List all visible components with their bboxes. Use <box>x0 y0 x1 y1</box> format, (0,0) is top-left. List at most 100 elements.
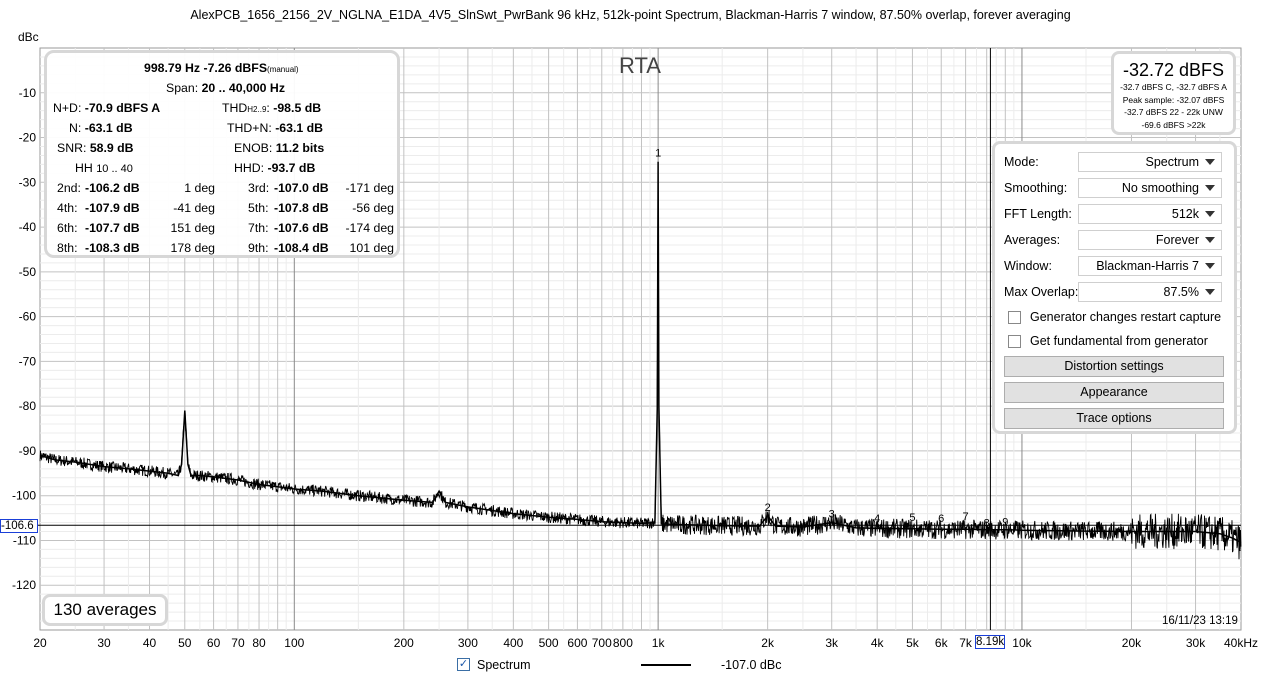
level-line-3: -32.7 dBFS 22 - 22k UNW <box>1124 107 1223 117</box>
restart-capture-checkbox[interactable] <box>1008 311 1021 324</box>
nd-readout: N+D: -70.9 dBFS A <box>53 101 161 115</box>
setting-label: FFT Length: <box>1004 207 1072 221</box>
appearance-button[interactable]: Appearance <box>1004 382 1224 403</box>
rta-label: RTA <box>619 53 661 78</box>
chevron-down-icon <box>1205 185 1215 191</box>
stats-panel[interactable]: 998.79 Hz -7.26 dBFS(manual) Span: 20 ..… <box>44 50 400 258</box>
restart-capture-label: Generator changes restart capture <box>1030 310 1222 324</box>
harmonic-marker-label: 8 <box>984 518 990 530</box>
spectrum-trace-noise <box>39 196 1242 560</box>
harmonic-level: -107.0 dB <box>274 181 329 195</box>
chart-title: AlexPCB_1656_2156_2V_NGLNA_E1DA_4V5_SlnS… <box>190 8 1071 22</box>
harmonic-phase: -56 deg <box>352 201 394 215</box>
harmonic-phase: 101 deg <box>349 241 394 255</box>
x-tick-label: 500 <box>539 636 559 650</box>
level-main: -32.72 dBFS <box>1122 60 1225 80</box>
x-tick-label: 400 <box>503 636 523 650</box>
timestamp: 16/11/23 13:19 <box>1162 615 1238 627</box>
spectrum-trace <box>39 161 1242 544</box>
x-tick-label: 200 <box>394 636 414 650</box>
x-tick-label: 20 <box>33 636 47 650</box>
harmonic-name: 4th: <box>57 201 78 215</box>
y-tick-label: -110 <box>13 533 36 547</box>
thd-readout: THDH2..9: -98.5 dB <box>222 101 322 115</box>
harmonic-name: 9th: <box>248 241 269 255</box>
legend-line-swatch <box>641 664 691 666</box>
harmonic-level: -107.9 dB <box>85 201 140 215</box>
setting-label: Window: <box>1004 259 1052 273</box>
y-tick-label: -70 <box>19 354 37 368</box>
trace-options-button[interactable]: Trace options <box>1004 408 1224 429</box>
y-tick-label: -30 <box>19 175 37 189</box>
level-line-1: -32.7 dBFS C, -32.7 dBFS A <box>1120 82 1227 92</box>
harmonic-marker-label: 6 <box>938 513 944 525</box>
setting-dropdown[interactable]: Forever <box>1078 230 1222 250</box>
harmonic-level: -108.4 dB <box>274 241 329 255</box>
x-tick-label: 700 <box>592 636 612 650</box>
cursor-y-readout: -106.6 <box>0 519 38 533</box>
setting-dropdown[interactable]: No smoothing <box>1078 178 1222 198</box>
enob-readout: ENOB: 11.2 bits <box>234 141 325 155</box>
harmonic-marker-label: 9 <box>1002 517 1008 529</box>
harmonic-level: -107.8 dB <box>274 201 329 215</box>
thdn-readout: THD+N: -63.1 dB <box>227 121 324 135</box>
level-line-4: -69.6 dBFS >22k <box>1141 119 1206 130</box>
setting-label: Averages: <box>1004 233 1061 247</box>
y-tick-label: -120 <box>12 578 36 592</box>
x-tick-labels: 20 30 40 50 60 70 80 100 200 300 400 500 600 700 800 1k… <box>33 636 1258 650</box>
y-tick-label: -90 <box>19 444 37 458</box>
fundamental-from-generator-label: Get fundamental from generator <box>1030 334 1208 348</box>
setting-dropdown[interactable]: Spectrum <box>1078 152 1222 172</box>
harmonic-level: -107.6 dB <box>274 221 329 235</box>
x-tick-label: 4k <box>871 636 885 650</box>
setting-dropdown[interactable]: 512k <box>1078 204 1222 224</box>
x-tick-label: 3k <box>825 636 839 650</box>
y-tick-label: -50 <box>19 265 37 279</box>
legend-series-value: -107.0 dBc <box>721 658 782 672</box>
harmonic-name: 5th: <box>248 201 269 215</box>
x-tick-label: 70 <box>231 636 245 650</box>
harmonic-markers: 1 2 3 4 5 6 7 8 9 <box>655 148 1008 530</box>
setting-value: 512k <box>1171 207 1199 221</box>
setting-label: Mode: <box>1004 155 1039 169</box>
x-tick-label: 80 <box>252 636 266 650</box>
x-tick-label: 10k <box>1012 636 1032 650</box>
setting-dropdown[interactable]: Blackman-Harris 7 <box>1078 256 1222 276</box>
level-line-2: Peak sample: -32.07 dBFS <box>1122 94 1225 105</box>
span-readout: Span: 20 .. 40,000 Hz <box>166 81 285 95</box>
fundamental-from-generator-checkbox[interactable] <box>1008 335 1021 348</box>
setting-dropdown[interactable]: 87.5% <box>1078 282 1222 302</box>
x-tick-label: 30k <box>1186 636 1206 650</box>
harmonic-phase: -41 deg <box>173 201 215 215</box>
harmonic-name: 7th: <box>248 221 269 235</box>
averages-count: 130 averages <box>42 594 168 626</box>
spectrum-trace-group <box>39 161 1242 560</box>
setting-value: No smoothing <box>1121 181 1199 195</box>
x-tick-label: 60 <box>207 636 221 650</box>
setting-value: Blackman-Harris 7 <box>1096 259 1199 273</box>
x-tick-label: 1k <box>652 636 666 650</box>
harmonic-phase: -174 deg <box>345 221 394 235</box>
harmonic-level: -108.3 dB <box>85 241 140 255</box>
y-tick-label: -60 <box>19 310 37 324</box>
level-readout-box: -32.72 dBFS -32.7 dBFS C, -32.7 dBFS A P… <box>1111 51 1236 135</box>
setting-value: 87.5% <box>1163 285 1199 299</box>
harmonic-level: -107.7 dB <box>85 221 140 235</box>
x-tick-label: 7k <box>959 636 973 650</box>
harmonic-marker-label: 3 <box>829 509 835 521</box>
harmonic-name: 2nd: <box>57 181 81 195</box>
x-tick-label: 40kHz <box>1224 636 1258 650</box>
x-tick-label: 300 <box>458 636 478 650</box>
y-tick-label: -100 <box>12 489 36 503</box>
chevron-down-icon <box>1205 289 1215 295</box>
legend-series-name: Spectrum <box>477 658 531 672</box>
setting-label: Smoothing: <box>1004 181 1068 195</box>
x-tick-label: 800 <box>613 636 633 650</box>
chevron-down-icon <box>1205 237 1215 243</box>
distortion-settings-button[interactable]: Distortion settings <box>1004 356 1224 377</box>
spectrum-legend-checkbox[interactable]: ✓ <box>457 658 470 671</box>
harmonic-phase: 178 deg <box>170 241 215 255</box>
x-tick-label: 6k <box>935 636 949 650</box>
harmonic-name: 6th: <box>57 221 78 235</box>
chevron-down-icon <box>1205 159 1215 165</box>
